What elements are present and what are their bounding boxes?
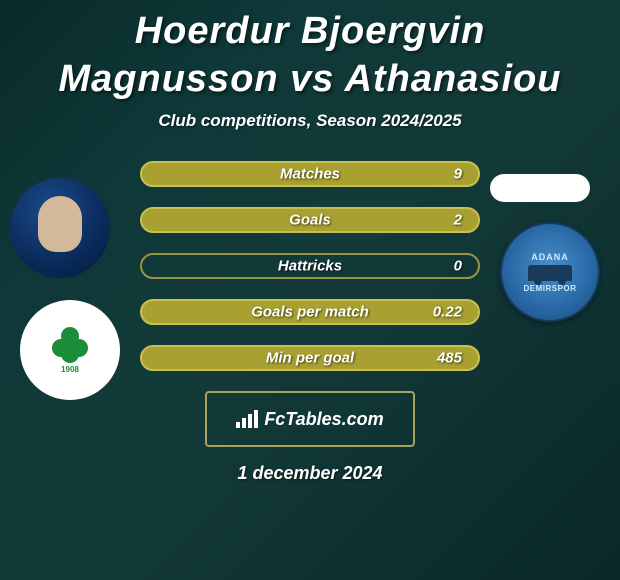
stat-row: Goals per match 0.22 [140,299,480,325]
brand-box[interactable]: FcTables.com [205,391,415,447]
stat-value: 0 [454,258,462,275]
stat-row: Hattricks 0 [140,253,480,279]
player-right-avatar [490,174,590,202]
train-icon [528,265,572,281]
stat-value: 485 [437,350,462,367]
club-left-year: 1908 [61,365,79,374]
date-text: 1 december 2024 [0,463,620,484]
stat-label: Goals [289,212,331,229]
club-left-badge: 1908 [20,300,120,400]
stat-value: 9 [454,166,462,183]
stat-label: Goals per match [251,304,369,321]
club-right-name-bottom: DEMIRSPOR [524,284,577,293]
stat-value: 2 [454,212,462,229]
subtitle: Club competitions, Season 2024/2025 [0,111,620,131]
stat-label: Matches [280,166,340,183]
stat-row: Goals 2 [140,207,480,233]
club-right-name-top: ADANA [531,252,569,262]
player-left-avatar [10,178,110,278]
page-title: Hoerdur Bjoergvin Magnusson vs Athanasio… [0,0,620,103]
stat-value: 0.22 [433,304,462,321]
stat-row: Min per goal 485 [140,345,480,371]
stat-row: Matches 9 [140,161,480,187]
stat-label: Hattricks [278,258,342,275]
chart-icon [236,410,258,428]
clover-icon [52,327,88,363]
club-right-badge: ADANA DEMIRSPOR [500,222,600,322]
brand-text: FcTables.com [264,409,383,430]
stat-label: Min per goal [266,350,354,367]
